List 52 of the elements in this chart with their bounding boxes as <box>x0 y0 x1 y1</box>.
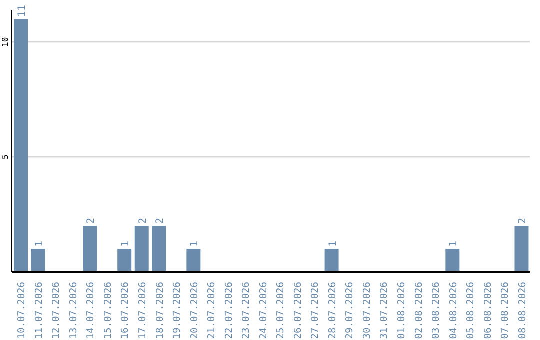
x-tick-label: 21.07.2026 <box>206 282 218 340</box>
data-label: 2 <box>155 218 166 224</box>
y-tick-label: 5 <box>1 154 10 160</box>
x-tick-label: 10.07.2026 <box>16 282 28 340</box>
x-tick-label: 04.08.2026 <box>448 282 460 340</box>
x-tick-label: 22.07.2026 <box>224 282 235 340</box>
x-tick-label: 11.07.2026 <box>34 282 45 340</box>
bar <box>118 249 132 272</box>
x-tick-label: 17.07.2026 <box>138 282 148 340</box>
data-label: 11 <box>17 5 28 18</box>
x-tick-label: 16.07.2026 <box>120 282 132 340</box>
x-tick-label: 15.07.2026 <box>102 282 114 340</box>
data-label: 1 <box>448 240 460 248</box>
x-tick-label: 03.08.2026 <box>431 282 442 340</box>
data-label: 1 <box>190 240 201 248</box>
x-tick-label: 14.07.2026 <box>86 282 97 340</box>
bar <box>83 226 98 272</box>
bar <box>324 249 339 272</box>
data-label: 2 <box>86 218 98 224</box>
x-tick-label: 13.07.2026 <box>68 282 80 340</box>
bar <box>152 226 166 272</box>
x-tick-label: 29.07.2026 <box>344 282 356 340</box>
data-label: 1 <box>120 240 132 248</box>
x-tick-label: 12.07.2026 <box>51 282 62 340</box>
data-label: 1 <box>34 240 46 248</box>
x-tick-label: 01.08.2026 <box>396 282 408 340</box>
x-tick-label: 25.07.2026 <box>276 282 287 340</box>
data-label: 2 <box>138 218 149 224</box>
data-label: 2 <box>518 218 529 224</box>
x-tick-label: 19.07.2026 <box>172 282 184 340</box>
x-tick-label: 18.07.2026 <box>154 282 166 340</box>
x-tick-label: 23.07.2026 <box>241 282 252 340</box>
x-tick-label: 02.08.2026 <box>414 282 425 340</box>
y-tick-label: 10 <box>1 37 10 47</box>
x-tick-label: 24.07.2026 <box>258 282 270 340</box>
x-tick-label: 28.07.2026 <box>327 282 338 340</box>
x-tick-label: 26.07.2026 <box>292 282 304 340</box>
x-tick-label: 08.08.2026 <box>517 282 528 340</box>
x-tick-label: 30.07.2026 <box>362 282 373 340</box>
bar <box>446 249 460 272</box>
bar <box>134 226 149 272</box>
bar <box>31 249 46 272</box>
bar <box>514 226 529 272</box>
x-tick-label: 06.08.2026 <box>482 282 494 340</box>
x-tick-label: 27.07.2026 <box>310 282 322 340</box>
x-tick-label: 07.08.2026 <box>500 282 512 340</box>
x-tick-label: 31.07.2026 <box>379 282 390 340</box>
bar <box>186 249 201 272</box>
x-tick-label: 20.07.2026 <box>189 282 200 340</box>
x-tick-label: 05.08.2026 <box>466 282 477 340</box>
bar <box>14 19 28 272</box>
data-label: 1 <box>328 240 339 248</box>
